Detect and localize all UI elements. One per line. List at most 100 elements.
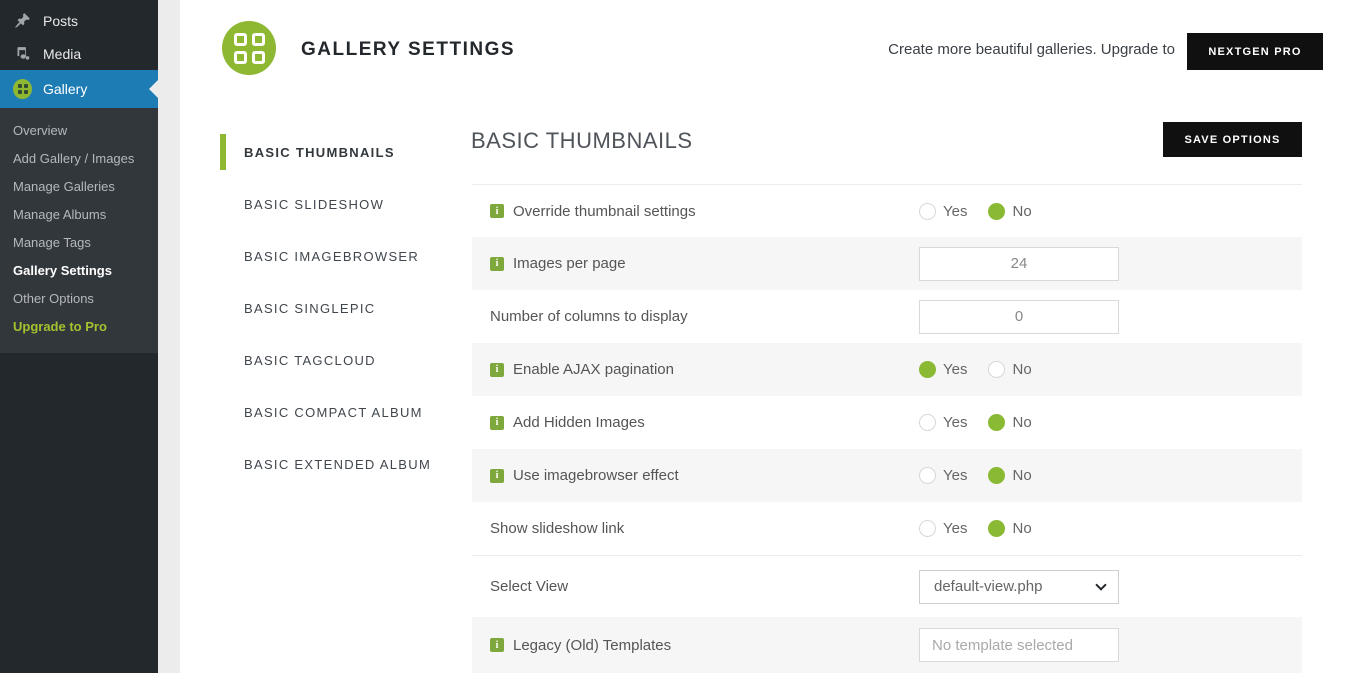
radio-dot xyxy=(919,414,936,431)
setting-label-text: Show slideshow link xyxy=(490,520,625,537)
radio-dot xyxy=(988,202,1006,220)
setting-label: i Enable AJAX pagination xyxy=(490,361,674,378)
tab-basic-tagcloud[interactable]: BASIC TAGCLOUD xyxy=(244,352,376,368)
radio-dot xyxy=(919,361,936,378)
setting-control: Yes No xyxy=(919,361,1053,378)
gallery-icon xyxy=(13,79,32,99)
radio-no-use-imagebrowser-effect[interactable]: No xyxy=(988,467,1032,484)
setting-label-text: Select View xyxy=(490,578,569,595)
setting-label-text: Add Hidden Images xyxy=(513,414,645,431)
pushpin-icon xyxy=(13,11,32,30)
panel-heading: BASIC THUMBNAILS xyxy=(471,128,693,153)
info-icon: i xyxy=(490,362,504,377)
tab-basic-compact-album[interactable]: BASIC COMPACT ALBUM xyxy=(244,404,423,420)
setting-control: default-view.php xyxy=(919,569,1119,604)
setting-label-text: Images per page xyxy=(513,255,626,272)
radio-label: No xyxy=(1012,414,1032,431)
tab-basic-slideshow[interactable]: BASIC SLIDESHOW xyxy=(244,196,385,212)
tab-basic-singlepic[interactable]: BASIC SINGLEPIC xyxy=(244,300,376,316)
radio-no-enable-ajax-pagination[interactable]: No xyxy=(988,361,1032,378)
sidebar-content-gutter xyxy=(158,0,180,673)
info-icon: i xyxy=(490,468,504,483)
gallery-icon xyxy=(13,79,32,99)
setting-row-enable-ajax-pagination: i Enable AJAX pagination Yes No xyxy=(472,343,1302,396)
sidebar-item-posts[interactable]: Posts xyxy=(0,4,158,37)
radio-dot xyxy=(988,520,1006,537)
nextgen-pro-button[interactable]: NEXTGEN PRO xyxy=(1187,33,1323,70)
setting-control: Yes No xyxy=(919,467,1053,484)
setting-label: i Add Hidden Images xyxy=(490,414,645,431)
radio-label: No xyxy=(1012,202,1032,220)
radio-dot xyxy=(919,520,936,537)
settings-tab-list: BASIC THUMBNAILS BASIC SLIDESHOW BASIC IMA… xyxy=(220,126,455,490)
submenu-item-manage-tags[interactable]: Manage Tags xyxy=(13,235,91,250)
radio-label: Yes xyxy=(943,414,968,431)
save-options-button[interactable]: SAVE OPTIONS xyxy=(1163,122,1302,157)
radio-dot xyxy=(919,467,936,484)
submenu-item-overview[interactable]: Overview xyxy=(13,123,68,138)
setting-label-text: Override thumbnail settings xyxy=(513,202,696,220)
radio-label: Yes xyxy=(943,361,968,378)
radio-dot xyxy=(988,414,1006,431)
sidebar-item-label: Posts xyxy=(43,12,79,29)
radio-yes-add-hidden-images[interactable]: Yes xyxy=(919,414,967,431)
radio-label: Yes xyxy=(943,202,968,220)
setting-label-text: Number of columns to display xyxy=(490,308,688,325)
radio-yes-use-imagebrowser-effect[interactable]: Yes xyxy=(919,467,967,484)
setting-control: Yes No xyxy=(919,202,1053,220)
radio-yes-show-slideshow-link[interactable]: Yes xyxy=(919,520,967,537)
sidebar-item-gallery[interactable]: Gallery xyxy=(0,70,158,108)
setting-label: i Images per page xyxy=(490,255,626,272)
setting-label: i Use imagebrowser effect xyxy=(490,467,679,484)
setting-control: Yes No xyxy=(919,520,1053,537)
sidebar-item-media[interactable]: Media xyxy=(0,37,158,70)
nextgen-gallery-logo-icon xyxy=(222,21,276,75)
submenu-item-gallery-settings[interactable]: Gallery Settings xyxy=(13,263,112,278)
setting-control xyxy=(919,628,1119,662)
radio-label: Yes xyxy=(943,520,968,537)
radio-label: No xyxy=(1012,520,1032,537)
tab-basic-imagebrowser[interactable]: BASIC IMAGEBROWSER xyxy=(244,248,420,264)
radio-label: No xyxy=(1012,361,1032,378)
admin-sidebar: Posts Media Gallery Overview Add Gallery / … xyxy=(0,0,158,673)
sidebar-item-label: Gallery xyxy=(43,81,88,97)
setting-row-add-hidden-images: i Add Hidden Images Yes No xyxy=(472,396,1302,449)
tab-basic-thumbnails[interactable]: BASIC THUMBNAILS xyxy=(220,126,455,178)
radio-dot xyxy=(919,202,936,220)
radio-no-override-thumbnail-settings[interactable]: No xyxy=(988,202,1032,220)
radio-no-add-hidden-images[interactable]: No xyxy=(988,414,1032,431)
info-icon: i xyxy=(490,638,504,652)
setting-row-legacy-old-templates: i Legacy (Old) Templates xyxy=(472,617,1302,673)
submenu-item-add-gallery-images[interactable]: Add Gallery / Images xyxy=(13,151,135,166)
radio-yes-override-thumbnail-settings[interactable]: Yes xyxy=(919,202,968,220)
legacy-old-templates-input[interactable] xyxy=(919,628,1119,662)
setting-row-images-per-page: i Images per page xyxy=(472,237,1302,290)
gallery-submenu: Overview Add Gallery / Images Manage Galle… xyxy=(0,108,158,353)
select-view-dropdown[interactable]: default-view.php xyxy=(919,569,1119,604)
radio-yes-enable-ajax-pagination[interactable]: Yes xyxy=(919,361,967,378)
submenu-item-other-options[interactable]: Other Options xyxy=(13,291,94,306)
settings-rows: i Override thumbnail settings Yes No i Images… xyxy=(472,184,1302,673)
setting-label: i Override thumbnail settings xyxy=(490,203,696,220)
setting-label: i Legacy (Old) Templates xyxy=(490,637,671,654)
radio-dot xyxy=(988,361,1006,378)
setting-row-use-imagebrowser-effect: i Use imagebrowser effect Yes No xyxy=(472,449,1302,502)
images-per-page-input[interactable] xyxy=(919,246,1119,281)
submenu-item-manage-galleries[interactable]: Manage Galleries xyxy=(13,179,115,194)
number-of-columns-to-display-input[interactable] xyxy=(919,299,1119,334)
select-view-wrap: default-view.php xyxy=(919,569,1119,604)
setting-row-number-of-columns-to-display: Number of columns to display xyxy=(472,290,1302,343)
sidebar-item-label: Media xyxy=(43,45,82,62)
setting-label: Show slideshow link xyxy=(490,520,624,537)
setting-control xyxy=(919,299,1119,334)
setting-row-override-thumbnail-settings: i Override thumbnail settings Yes No xyxy=(472,184,1302,237)
tab-basic-extended-album[interactable]: BASIC EXTENDED ALBUM xyxy=(244,456,432,472)
setting-label-text: Enable AJAX pagination xyxy=(513,361,674,378)
radio-label: No xyxy=(1012,467,1032,484)
upgrade-promo-text: Create more beautiful galleries. Upgrade… xyxy=(888,41,1175,58)
info-icon: i xyxy=(490,415,504,430)
submenu-item-upgrade-to-pro[interactable]: Upgrade to Pro xyxy=(13,319,107,334)
radio-dot xyxy=(988,467,1006,484)
radio-no-show-slideshow-link[interactable]: No xyxy=(988,520,1032,537)
submenu-item-manage-albums[interactable]: Manage Albums xyxy=(13,207,107,222)
